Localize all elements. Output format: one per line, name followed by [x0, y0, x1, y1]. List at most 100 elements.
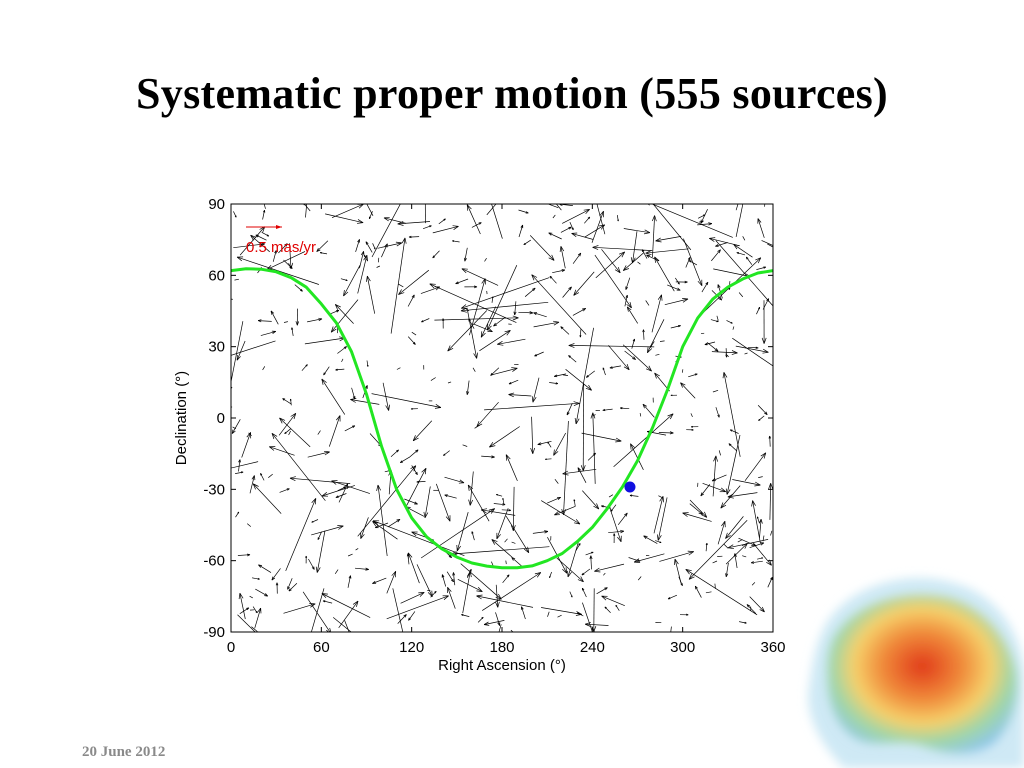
proper-motion-arrow	[715, 242, 728, 247]
proper-motion-arrow	[725, 542, 748, 565]
proper-motion-arrow	[545, 458, 552, 461]
proper-motion-arrow	[262, 210, 266, 220]
proper-motion-arrow	[705, 542, 708, 552]
proper-motion-arrow	[690, 425, 699, 428]
proper-motion-arrow	[603, 572, 606, 576]
proper-motion-arrow	[335, 493, 347, 498]
proper-motion-arrow	[447, 310, 488, 352]
proper-motion-arrow	[486, 265, 518, 331]
proper-motion-arrow	[335, 368, 345, 371]
proper-motion-arrow	[468, 471, 474, 506]
proper-motion-arrow	[307, 317, 323, 323]
proper-motion-arrow	[366, 360, 369, 367]
proper-motion-arrow	[742, 555, 747, 558]
proper-motion-arrow	[651, 294, 663, 333]
proper-motion-arrow	[282, 398, 292, 405]
proper-motion-arrow	[377, 241, 402, 249]
proper-motion-arrow	[252, 483, 282, 514]
proper-motion-arrow	[344, 425, 356, 432]
proper-motion-arrow	[476, 594, 534, 608]
proper-motion-arrow	[397, 221, 431, 226]
proper-motion-arrow	[572, 308, 586, 316]
proper-motion-arrow	[376, 265, 381, 268]
proper-motion-arrow	[272, 250, 277, 262]
proper-motion-arrow	[656, 497, 668, 541]
proper-motion-arrow	[473, 323, 493, 333]
proper-motion-arrow	[756, 516, 760, 524]
proper-motion-arrow	[613, 413, 674, 468]
proper-motion-arrow	[508, 379, 519, 385]
proper-motion-arrow	[549, 275, 557, 284]
proper-motion-arrow	[317, 430, 321, 435]
proper-motion-arrow	[466, 204, 481, 235]
proper-motion-arrow	[408, 611, 416, 621]
proper-motion-arrow	[726, 320, 733, 324]
proper-motion-arrow	[723, 543, 729, 549]
proper-motion-arrow	[762, 535, 765, 542]
proper-motion-arrow	[717, 520, 726, 545]
proper-motion-arrow	[678, 576, 683, 586]
proper-motion-arrow	[567, 538, 580, 578]
proper-motion-arrow	[288, 243, 294, 269]
proper-motion-arrow	[338, 600, 359, 629]
proper-motion-arrow	[617, 512, 628, 526]
proper-motion-arrow	[443, 450, 450, 456]
proper-motion-arrow	[371, 393, 442, 409]
proper-motion-arrow	[510, 629, 514, 632]
proper-motion-arrow	[698, 220, 704, 223]
proper-motion-arrow	[491, 367, 518, 376]
y-tick-label: 30	[208, 339, 225, 356]
proper-motion-arrow	[601, 595, 625, 607]
proper-motion-arrow	[767, 243, 773, 248]
proper-motion-arrow	[689, 499, 708, 518]
proper-motion-arrow	[305, 555, 308, 564]
proper-motion-arrow	[725, 562, 729, 577]
proper-motion-arrow	[305, 204, 308, 218]
proper-motion-arrow	[758, 518, 763, 538]
proper-motion-arrow	[319, 251, 328, 255]
proper-motion-arrow	[566, 403, 573, 416]
proper-motion-arrow	[592, 245, 653, 251]
proper-motion-arrow	[608, 504, 622, 543]
proper-motion-arrow	[767, 577, 773, 588]
proper-motion-arrow	[581, 587, 587, 598]
y-tick-label: -60	[203, 553, 225, 570]
proper-motion-arrow	[505, 454, 518, 482]
proper-motion-arrow	[471, 531, 475, 541]
proper-motion-arrow	[447, 381, 452, 384]
proper-motion-arrow	[553, 432, 567, 456]
proper-motion-arrow	[480, 306, 497, 338]
proper-motion-arrow	[700, 332, 705, 335]
proper-motion-arrow	[735, 345, 769, 354]
proper-motion-arrow	[390, 237, 407, 334]
y-axis: -90 -60 -30 0 30 60 90	[203, 196, 773, 641]
proper-motion-arrow	[751, 500, 761, 544]
proper-motion-arrow	[484, 258, 487, 262]
proper-motion-arrow	[549, 571, 552, 578]
proper-motion-arrow	[495, 612, 501, 626]
proper-motion-arrow	[729, 429, 739, 434]
proper-motion-arrow	[739, 621, 747, 624]
proper-motion-arrow	[654, 256, 675, 292]
proper-motion-arrow	[511, 557, 523, 568]
proper-motion-arrow	[249, 475, 256, 494]
slide-title: Systematic proper motion (555 sources)	[136, 69, 888, 118]
proper-motion-arrow	[624, 350, 636, 360]
proper-motion-arrow	[608, 494, 614, 498]
proper-motion-arrow	[386, 595, 449, 620]
proper-motion-arrow	[537, 440, 552, 446]
proper-motion-arrow	[444, 494, 457, 499]
proper-motion-arrow	[400, 456, 410, 463]
proper-motion-arrow	[626, 306, 638, 324]
proper-motion-arrow	[432, 250, 440, 259]
proper-motion-arrow	[735, 204, 744, 237]
proper-motion-arrow	[518, 224, 524, 238]
proper-motion-arrow	[396, 367, 401, 370]
proper-motion-arrow	[651, 215, 657, 258]
proper-motion-arrow	[321, 378, 346, 415]
proper-motion-arrow	[591, 210, 604, 243]
proper-motion-arrow	[271, 568, 281, 581]
proper-motion-arrow	[260, 473, 265, 481]
proper-motion-arrow	[231, 461, 259, 469]
proper-motion-arrow	[555, 204, 562, 211]
